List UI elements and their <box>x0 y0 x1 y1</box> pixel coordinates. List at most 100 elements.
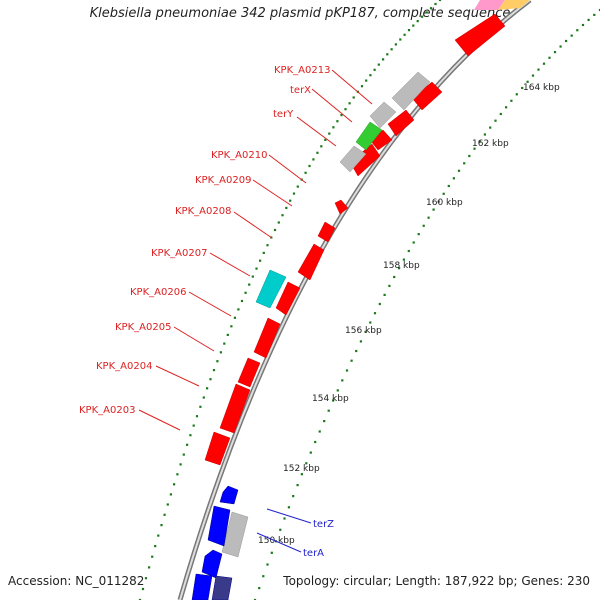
ring-dot <box>186 443 189 446</box>
ring-dot <box>157 534 160 537</box>
ring-dot <box>166 503 169 506</box>
ring-dot <box>463 162 466 165</box>
ring-dot <box>499 112 502 116</box>
ring-dot <box>336 389 339 392</box>
ring-dot <box>407 249 410 253</box>
ring-dot <box>510 99 513 102</box>
scale-label-162: 162 kbp <box>472 139 509 149</box>
ring-dot <box>478 140 481 143</box>
ring-dot <box>285 206 288 209</box>
gene-arrow <box>191 573 213 600</box>
ring-dot <box>327 409 330 412</box>
ring-dot <box>393 275 396 279</box>
ring-dot <box>296 484 299 487</box>
ring-dot <box>138 598 142 600</box>
misc-feature-green <box>355 121 383 151</box>
ring-dot <box>340 114 343 117</box>
ring-dot <box>442 192 445 195</box>
ring-dot <box>515 93 518 96</box>
ring-dot <box>521 86 524 90</box>
gene-arrow <box>297 243 325 281</box>
gene-label: KPK_A0206 <box>130 287 186 298</box>
ring-dot <box>289 199 292 202</box>
ring-dot <box>425 11 428 14</box>
ring-dot <box>154 545 157 548</box>
gc-ring <box>138 0 442 600</box>
gene-label: KPK_A0208 <box>175 206 231 217</box>
ring-dot <box>199 405 202 408</box>
scale-label-152: 152 kbp <box>283 464 320 474</box>
ring-dot <box>281 214 284 217</box>
ring-dot <box>279 528 282 531</box>
ring-dot <box>390 48 393 51</box>
gene-arrow <box>317 221 336 243</box>
ring-dot <box>382 58 385 61</box>
ring-dot <box>494 119 497 122</box>
ring-dot <box>253 598 257 600</box>
ring-dot <box>259 259 262 262</box>
ring-dot <box>438 0 442 2</box>
map-title: Klebsiella pneumoniae 342 plasmid pKP187… <box>89 6 511 21</box>
ring-dot <box>277 221 280 224</box>
accession-text: Accession: NC_011282 <box>8 574 145 588</box>
gene-arrow <box>387 109 415 137</box>
ring-dot <box>216 360 219 363</box>
ring-dot <box>434 2 437 6</box>
gene-label: terX <box>290 85 311 96</box>
ring-dot <box>344 108 347 111</box>
ring-dot <box>402 258 405 261</box>
ring-dot <box>270 551 273 554</box>
ring-dot <box>559 45 562 48</box>
ring-dot <box>195 415 199 418</box>
ring-dot <box>255 267 258 270</box>
ring-dot <box>192 424 195 427</box>
ring-dot <box>593 13 596 16</box>
ring-dot <box>581 23 585 27</box>
ring-dot <box>323 420 326 423</box>
ring-dot <box>332 126 335 129</box>
misc-feature-gray <box>339 145 367 173</box>
ring-dot <box>537 68 540 71</box>
reverse-genes <box>191 485 239 600</box>
ring-dot <box>328 132 331 135</box>
ring-dot <box>437 200 440 203</box>
summary-text: Topology: circular; Length: 187,922 bp; … <box>283 574 590 588</box>
ring-dot <box>473 147 476 150</box>
ring-dot <box>427 216 430 219</box>
forward-genes <box>204 13 506 466</box>
ring-dot <box>336 120 339 123</box>
gene-label: KPK_A0203 <box>79 405 135 416</box>
misc-features <box>221 0 530 558</box>
ring-dot <box>266 244 269 247</box>
ring-dot <box>244 291 247 294</box>
ring-dot <box>312 158 315 161</box>
ring-dot <box>316 151 319 154</box>
ring-dot <box>173 483 176 486</box>
ring-dot <box>447 184 450 188</box>
ring-dot <box>314 440 317 444</box>
ring-dot <box>429 7 433 10</box>
ring-dot <box>273 228 277 232</box>
ring-dot <box>262 251 265 254</box>
ring-dot <box>266 563 269 566</box>
ring-dot <box>403 33 406 36</box>
ring-dot <box>320 145 323 148</box>
ring-dot <box>237 308 240 311</box>
ring-dot <box>350 359 353 362</box>
ring-dot <box>318 430 321 433</box>
ring-dot <box>570 34 573 37</box>
ring-dot <box>369 74 372 77</box>
ring-dot <box>233 316 236 319</box>
ring-dot <box>468 154 471 158</box>
ring-dot <box>345 369 349 372</box>
ring-dot <box>212 369 216 372</box>
gene-label: KPK_A0210 <box>211 150 267 161</box>
scale-label-158: 158 kbp <box>383 261 420 271</box>
ring-dot <box>412 241 415 244</box>
ring-dot <box>309 451 312 454</box>
ring-dot <box>292 495 295 498</box>
gene-label: terA <box>303 548 324 559</box>
ring-dot <box>163 513 166 516</box>
gene-arrow <box>237 357 261 388</box>
